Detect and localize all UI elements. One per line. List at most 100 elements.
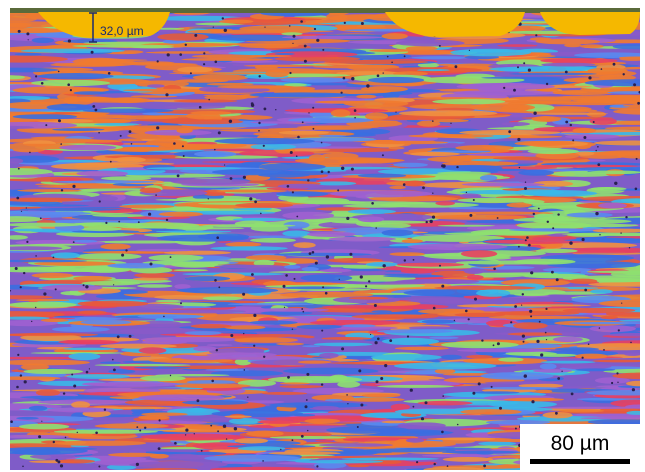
pore	[214, 279, 217, 282]
grain	[342, 324, 376, 327]
pore	[450, 123, 451, 124]
grain	[128, 63, 198, 66]
grain	[401, 269, 436, 273]
grain	[467, 153, 547, 156]
grain	[270, 436, 347, 439]
pore	[61, 189, 63, 191]
pore	[347, 403, 348, 404]
pore	[321, 383, 323, 385]
grain	[179, 227, 245, 229]
pore	[194, 34, 197, 37]
pore	[10, 420, 13, 423]
pore	[346, 217, 349, 220]
grain	[478, 86, 506, 91]
pore	[351, 77, 354, 80]
grain	[250, 92, 354, 97]
pore	[339, 279, 340, 280]
grain	[146, 167, 241, 170]
pore	[433, 307, 436, 310]
pore	[113, 369, 116, 372]
pore	[597, 163, 600, 166]
grain	[293, 242, 315, 248]
pore	[341, 92, 343, 94]
pore	[264, 27, 265, 28]
pore	[601, 68, 603, 70]
pore	[545, 308, 547, 310]
pore	[432, 193, 433, 194]
micrograph: 32,0 µm 80 µm	[0, 0, 645, 472]
pore	[199, 106, 202, 109]
grain	[8, 302, 77, 308]
pore	[434, 463, 436, 465]
grain	[514, 294, 549, 297]
pore	[595, 150, 597, 152]
grain	[257, 420, 301, 424]
grain	[601, 316, 618, 319]
thickness-label: 32,0 µm	[100, 24, 144, 38]
pore	[247, 397, 248, 398]
grain	[485, 381, 558, 384]
pore	[71, 374, 73, 376]
pore	[31, 321, 32, 322]
pore	[519, 167, 520, 168]
grain	[456, 261, 553, 265]
grain	[476, 289, 510, 296]
pore	[218, 131, 221, 134]
pore	[26, 32, 29, 35]
grain	[279, 131, 329, 135]
pore	[275, 109, 276, 110]
pore	[371, 202, 374, 205]
pore	[526, 236, 529, 239]
pore	[321, 142, 323, 144]
pore	[483, 465, 486, 468]
grain	[532, 354, 577, 357]
pore	[158, 447, 161, 450]
grain	[75, 253, 141, 260]
grain	[590, 289, 613, 294]
pore	[383, 264, 386, 267]
grain	[149, 254, 204, 261]
grain	[342, 458, 439, 461]
pore	[377, 338, 380, 341]
pore	[497, 342, 500, 345]
grain	[474, 391, 520, 394]
pore	[105, 222, 107, 224]
pore	[95, 432, 98, 435]
pore	[259, 75, 261, 77]
grain	[287, 197, 349, 204]
pore	[289, 72, 291, 74]
pore	[637, 102, 640, 105]
grain	[207, 83, 254, 86]
pore	[292, 43, 293, 44]
grain	[138, 415, 169, 420]
pore	[280, 449, 281, 450]
grain	[486, 420, 550, 425]
grain	[175, 384, 251, 389]
pore	[620, 232, 621, 233]
pore	[523, 341, 525, 343]
grain	[555, 347, 599, 351]
grain	[455, 313, 506, 317]
pore	[588, 343, 590, 345]
pore	[35, 307, 36, 308]
grain	[177, 287, 279, 294]
pore	[95, 109, 98, 112]
grain	[435, 201, 455, 205]
grain	[319, 353, 339, 358]
pore	[73, 385, 76, 388]
pore	[380, 377, 383, 380]
pore	[229, 120, 232, 123]
pore	[432, 120, 434, 122]
grain	[352, 314, 438, 319]
grain	[134, 273, 175, 278]
grain	[460, 193, 482, 198]
pore	[182, 145, 184, 147]
pore	[138, 221, 140, 223]
grain	[275, 53, 295, 55]
pore	[73, 241, 75, 243]
pore	[251, 273, 254, 276]
pore	[201, 450, 203, 452]
pore	[518, 246, 520, 248]
grain	[294, 414, 316, 417]
pore	[22, 466, 24, 468]
